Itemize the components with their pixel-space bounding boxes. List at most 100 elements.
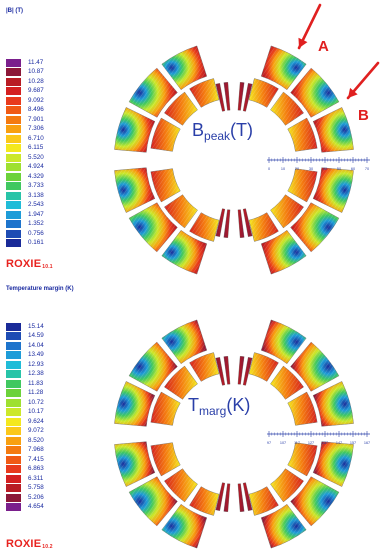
coil-hatch [161,504,207,549]
tmarg-symbol: T [188,395,199,415]
coil-hatch [270,194,304,228]
legend-value: 8.520 [28,436,44,444]
legend-value: 4.329 [28,172,44,180]
legend-value: 13.49 [28,351,44,359]
legend-value: 7.306 [28,125,44,133]
coil-hatch [287,442,318,476]
arrow-b-head [348,87,358,98]
legend-value: 5.758 [28,484,44,492]
legend-swatch [6,465,21,474]
legend-swatch [6,68,21,77]
coil-hatch [313,441,354,487]
legend-entry: 6.115 [6,144,44,154]
legend-entry: 11.83 [6,379,44,389]
coil-hatch [290,68,339,118]
legend-swatch [6,201,21,210]
bpeak-color-legend: 11.47 10.87 10.28 9.687 9.092 8.496 7.901 7.306… [6,58,44,248]
marker-b-label: B [358,107,369,124]
coil-hatch [287,168,318,202]
coil-hatch [189,212,220,242]
legend-swatch [6,115,21,124]
legend-entry: 2.543 [6,201,44,211]
legend-entry: 9.092 [6,96,44,106]
legend-entry: 4.654 [6,503,44,513]
coil-hatch [248,352,279,382]
axis-tick-label: 127 [308,441,314,445]
coil-hatch [287,118,318,152]
tmarg-subscript: marg [199,404,227,418]
coil-hatch [161,319,207,364]
legend-value: 8.496 [28,106,44,114]
legend-swatch [6,172,21,181]
legend-swatch [6,427,21,436]
legend-value: 3.733 [28,182,44,190]
coil-hatch [114,441,155,487]
coil-hatch [290,202,339,252]
conductor-bar [215,482,226,511]
legend-value: 15.14 [28,322,44,330]
coil-hatch [164,366,198,400]
legend-swatch [6,77,21,86]
bpeak-subscript: peak [204,129,231,143]
legend-swatch [6,341,21,350]
legend-entry: 6.311 [6,474,44,484]
legend-value: 2.543 [28,201,44,209]
coil-hatch [161,45,207,90]
axis-tick-label: 107 [280,441,286,445]
axis-tick-label: 70 [365,167,369,171]
coil-hatch [248,78,279,108]
legend-entry: 8.496 [6,106,44,116]
conductor-bar [215,357,226,386]
legend-swatch [6,229,21,238]
legend-value: 6.311 [28,474,44,482]
legend-swatch [6,493,21,502]
legend-swatch [6,191,21,200]
conductor-bar [242,208,253,237]
legend-value: 14.59 [28,332,44,340]
legend-value: 10.17 [28,408,44,416]
legend-entry: 7.968 [6,446,44,456]
legend-entry: 10.72 [6,398,44,408]
coil-hatch [129,476,178,526]
coil-hatch [270,468,304,502]
axis-tick-label: 117 [294,441,300,445]
roxie-version: 10.1 [42,264,53,270]
legend-swatch [6,484,21,493]
legend-entry: 12.93 [6,360,44,370]
axis-tick-label: 30 [309,167,313,171]
legend-swatch [6,58,21,67]
legend-value: 6.115 [28,144,44,152]
coil-hatch [313,107,354,153]
legend-entry: 5.206 [6,493,44,503]
axis-tick-label: 60 [351,167,355,171]
legend-swatch [6,360,21,369]
conductor-bar [242,83,253,112]
legend-entry: 0.161 [6,239,44,249]
coil-hatch [161,230,207,275]
legend-value: 9.687 [28,87,44,95]
coil-hatch [313,167,354,213]
legend-entry: 3.733 [6,182,44,192]
conductor-bar [215,83,226,112]
legend-value: 9.092 [28,96,44,104]
legend-entry: 12.38 [6,370,44,380]
coil-hatch [261,230,307,275]
conductor-bar [237,209,245,238]
coil-hatch [189,486,220,516]
roxie-brand-top: ROXIE10.1 [6,258,53,270]
tmarg-unit: (K) [226,395,251,415]
legend-value: 6.710 [28,134,44,142]
legend-entry: 11.47 [6,58,44,68]
legend-value: 14.04 [28,341,44,349]
coil-hatch [261,319,307,364]
bpeak-unit: (T) [230,120,254,140]
legend-value: 0.756 [28,229,44,237]
roxie-brand-name: ROXIE [6,258,42,270]
legend-entry: 10.87 [6,68,44,78]
legend-value: 10.72 [28,398,44,406]
legend-value: 7.968 [28,446,44,454]
tmarg-magnet: 97 107 117 127 137 147 157 167 [114,319,370,549]
bpeak-plot-label: Bpeak(T) [192,120,254,143]
tmarg-legend-header: Temperature margin (K) [6,286,74,292]
